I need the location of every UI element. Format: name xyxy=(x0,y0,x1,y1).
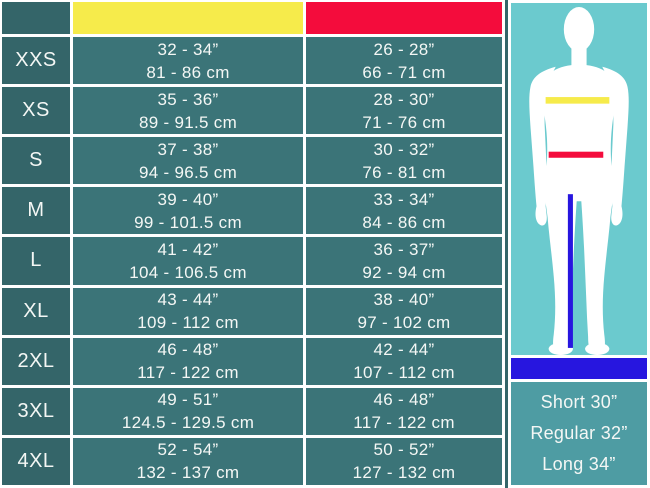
waist-cell: 42 - 44” 107 - 112 cm xyxy=(306,337,502,385)
chest-cell: 37 - 38” 94 - 96.5 cm xyxy=(73,137,303,185)
chest-cm: 124.5 - 129.5 cm xyxy=(121,413,255,433)
chest-cm: 104 - 106.5 cm xyxy=(129,262,247,282)
inseam-option-long: Long 34” xyxy=(542,454,616,474)
waist-inches: 30 - 32” xyxy=(373,139,435,159)
chest-cell: 39 - 40” 99 - 101.5 cm xyxy=(73,187,303,235)
waist-cm: 97 - 102 cm xyxy=(357,313,451,333)
waist-cm: 107 - 112 cm xyxy=(353,363,455,383)
left-foot xyxy=(548,342,573,355)
chest-inches: 35 - 36” xyxy=(157,89,219,109)
chest-inches: 46 - 48” xyxy=(157,340,219,360)
body-silhouette-icon xyxy=(529,7,629,355)
waist-cell: 33 - 34” 84 - 86 cm xyxy=(306,187,502,235)
size-label: XS xyxy=(2,87,70,135)
waist-cm: 66 - 71 cm xyxy=(362,62,446,82)
waist-cell: 28 - 30” 71 - 76 cm xyxy=(306,87,502,135)
waist-cm: 84 - 86 cm xyxy=(362,212,446,232)
waist-cm: 127 - 132 cm xyxy=(352,463,456,483)
waist-cm: 76 - 81 cm xyxy=(362,162,446,182)
size-label: M xyxy=(2,187,70,235)
waist-cell: 46 - 48” 117 - 122 cm xyxy=(306,387,502,435)
waist-cell: 30 - 32” 76 - 81 cm xyxy=(306,137,502,185)
inseam-option-regular: Regular 32” xyxy=(530,423,628,443)
size-label: XXS xyxy=(2,37,70,85)
waist-cell: 50 - 52” 127 - 132 cm xyxy=(306,437,502,485)
waist-inches: 28 - 30” xyxy=(373,89,435,109)
waist-cell: 38 - 40” 97 - 102 cm xyxy=(306,287,502,335)
body-measurement-diagram xyxy=(511,3,647,355)
chest-cell: 49 - 51” 124.5 - 129.5 cm xyxy=(73,387,303,435)
waist-inches: 46 - 48” xyxy=(373,390,435,410)
right-foot xyxy=(585,342,610,355)
chest-measurement-line xyxy=(545,97,610,104)
chest-cell: 43 - 44” 109 - 112 cm xyxy=(73,287,303,335)
chest-inches: 32 - 34” xyxy=(157,39,219,59)
waist-cell: 26 - 28” 66 - 71 cm xyxy=(306,37,502,85)
measurement-guide-panel: Short 30” Regular 32” Long 34” xyxy=(508,0,650,488)
chest-cell: 32 - 34” 81 - 86 cm xyxy=(73,37,303,85)
chest-cm: 132 - 137 cm xyxy=(136,463,240,483)
inseam-options-panel: Short 30” Regular 32” Long 34” xyxy=(511,382,647,485)
chest-cell: 35 - 36” 89 - 91.5 cm xyxy=(73,87,303,135)
chest-cm: 99 - 101.5 cm xyxy=(134,212,242,232)
waist-inches: 38 - 40” xyxy=(373,290,435,310)
header-blank-cell xyxy=(2,2,70,34)
waist-inches: 26 - 28” xyxy=(373,39,435,59)
waist-inches: 50 - 52” xyxy=(373,440,435,460)
chest-inches: 49 - 51” xyxy=(157,390,219,410)
chest-cm: 117 - 122 cm xyxy=(137,363,239,383)
size-label: 4XL xyxy=(2,437,70,485)
chest-inches: 43 - 44” xyxy=(157,290,219,310)
chest-cm: 94 - 96.5 cm xyxy=(138,162,238,182)
chest-inches: 52 - 54” xyxy=(157,440,219,460)
waist-inches: 33 - 34” xyxy=(373,189,435,209)
waist-cm: 117 - 122 cm xyxy=(353,413,455,433)
chest-cell: 41 - 42” 104 - 106.5 cm xyxy=(73,237,303,285)
inseam-option-short: Short 30” xyxy=(540,392,618,412)
chest-cm: 109 - 112 cm xyxy=(137,313,239,333)
size-label: 2XL xyxy=(2,337,70,385)
chest-cm: 81 - 86 cm xyxy=(146,62,230,82)
chest-header-swatch xyxy=(73,2,303,34)
size-label: S xyxy=(2,137,70,185)
chest-inches: 39 - 40” xyxy=(157,189,219,209)
waist-header-swatch xyxy=(306,2,502,34)
size-chart-table: XXS 32 - 34” 81 - 86 cm 26 - 28” 66 - 71… xyxy=(0,0,505,488)
chest-inches: 37 - 38” xyxy=(157,139,219,159)
inseam-measurement-line xyxy=(567,194,573,348)
size-label: XL xyxy=(2,287,70,335)
size-label: L xyxy=(2,237,70,285)
waist-cm: 92 - 94 cm xyxy=(362,262,446,282)
chest-inches: 41 - 42” xyxy=(157,239,219,259)
waist-inches: 42 - 44” xyxy=(373,340,435,360)
chest-cell: 52 - 54” 132 - 137 cm xyxy=(73,437,303,485)
chest-cm: 89 - 91.5 cm xyxy=(138,112,238,132)
chest-cell: 46 - 48” 117 - 122 cm xyxy=(73,337,303,385)
inseam-legend-bar xyxy=(511,358,647,379)
waist-cell: 36 - 37” 92 - 94 cm xyxy=(306,237,502,285)
waist-cm: 71 - 76 cm xyxy=(362,112,446,132)
size-label: 3XL xyxy=(2,387,70,435)
waist-inches: 36 - 37” xyxy=(373,239,435,259)
waist-measurement-line xyxy=(548,151,604,158)
